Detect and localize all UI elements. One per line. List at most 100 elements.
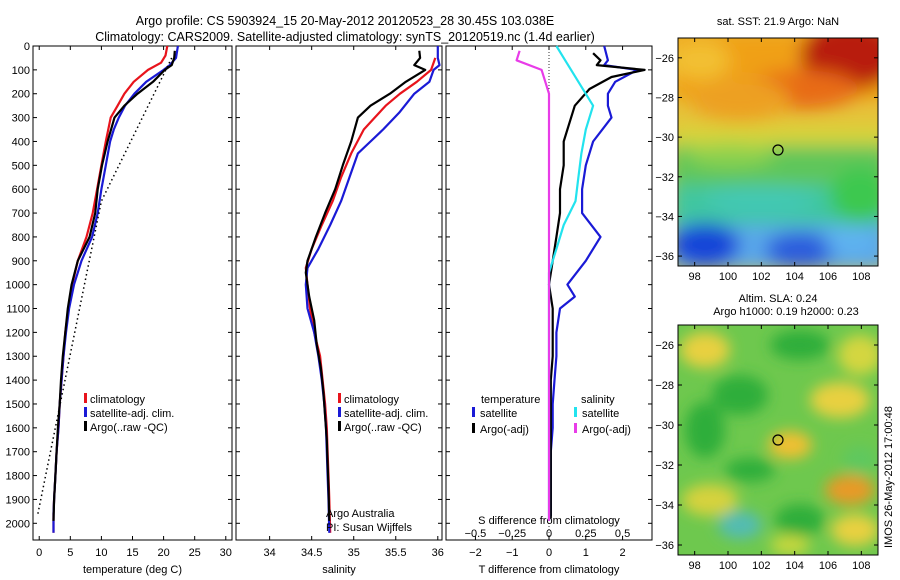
temp-legend-label: satellite-adj. clim. [90,408,174,420]
sst-map-panel: sat. SST: 21.9 Argo: NaN [677,16,879,267]
legend-group-salinity: salinity [581,394,615,406]
sal-series-2 [304,50,427,521]
sla-map-subtitle: Argo h1000: 0.19 h2000: 0.23 [713,306,859,318]
diff-legend-swatch [574,407,577,417]
temperature-profile-panel: 0100200300400500600700800900100011001200… [6,41,233,576]
timestamp-stamp: IMOS 26-May-2012 17:00:48 [883,406,895,548]
sal-x-axis-label: salinity [322,564,356,576]
diff-legend-label: Argo(-adj) [582,424,631,436]
map-y-tick-label: −32 [655,460,674,472]
sla-map-title: Altim. SLA: 0.24 [739,293,818,305]
temp-x-tick-label: 0 [36,547,42,559]
temp-legend-label: Argo(..raw -QC) [90,422,168,434]
diff-x-tick-label: 0 [546,547,552,559]
temp-series-2 [52,50,176,521]
map-x-tick-label: 106 [819,271,837,283]
y-tick-label: 500 [12,160,30,172]
sal-x-tick-label: 36 [432,547,444,559]
diff-legend-label: satellite [582,408,619,420]
diff-series-0 [549,45,639,517]
map-x-tick-label: 100 [719,560,737,572]
header-line-2: Climatology: CARS2009. Satellite-adjuste… [95,30,595,44]
temp-series-1 [52,45,179,533]
map-y-tick-label: −26 [655,53,674,65]
x2-axis-label: S difference from climatology [478,515,620,527]
sal-x-tick-label: 35.5 [385,547,406,559]
sal-legend-label: Argo(..raw -QC) [344,422,422,434]
map-y-tick-label: −26 [655,340,674,352]
y-tick-label: 600 [12,184,30,196]
header-line-1: Argo profile: CS 5903924_15 20-May-2012 … [136,14,554,28]
legend-group-temperature: temperature [481,394,540,406]
diff-x-tick-label: 2 [620,547,626,559]
x2-tick-label: −0.25 [498,528,526,540]
diff-legend-label: Argo(-adj) [480,424,529,436]
map-x-tick-label: 104 [785,271,803,283]
temp-series-3 [36,57,173,517]
y-tick-label: 300 [12,113,30,125]
footer-pi: PI: Susan Wijffels [326,522,412,534]
temp-legend-swatch [84,407,87,417]
map-x-tick-label: 102 [752,271,770,283]
temp-x-tick-label: 20 [157,547,169,559]
y-tick-label: 1800 [6,471,30,483]
sla-heatmap-field [678,325,878,555]
map-x-tick-label: 106 [819,560,837,572]
sst-map-axes: 98 100 102 104 106 108 −26 −28 −30 −32 −34 −36 [655,38,878,283]
y-tick-label: 1900 [6,494,30,506]
sal-x-tick-label: 34 [264,547,276,559]
x2-tick-label: 0.5 [615,528,630,540]
y-tick-label: 1300 [6,351,30,363]
map-x-tick-label: 98 [689,560,701,572]
x2-tick-label: 0 [546,528,552,540]
sal-x-tick-label: 35 [348,547,360,559]
sst-argo-location-marker [772,144,784,156]
salinity-profile-panel: 34 34.5 35 35.5 36 salinity climatology satelli… [235,45,444,576]
sal-legend-swatch [338,407,341,417]
diff-legend-swatch [472,407,475,417]
y-tick-label: 2000 [6,518,30,530]
diff-x-tick-label: −1 [506,547,519,559]
sla-map-axes: 98 100 102 104 106 108 −26 −28 −30 −32 −34 −36 [655,325,878,572]
map-x-tick-label: 108 [852,560,870,572]
y-tick-label: 1400 [6,375,30,387]
sal-legend-swatch [338,421,341,431]
y-tick-label: 400 [12,136,30,148]
map-y-tick-label: −28 [655,380,674,392]
map-y-tick-label: −30 [655,420,674,432]
temp-x-axis-label: temperature (deg C) [83,564,182,576]
diff-x-axis-label: T difference from climatology [479,564,620,576]
y-tick-label: 1000 [6,280,30,292]
y-tick-label: 100 [12,65,30,77]
temp-axes-frame [32,45,233,541]
footer-org: Argo Australia [326,508,395,520]
x2-tick-label: −0.5 [465,528,487,540]
temp-x-tick-label: 5 [67,547,73,559]
sal-x-tick-label: 34.5 [301,547,322,559]
sst-map-title: sat. SST: 21.9 Argo: NaN [717,16,839,28]
map-x-tick-label: 98 [689,271,701,283]
y-tick-label: 900 [12,256,30,268]
map-y-tick-label: −34 [655,211,674,223]
sal-axes-frame [235,45,443,541]
y-tick-label: 1500 [6,399,30,411]
map-y-tick-label: −30 [655,132,674,144]
diff-x-tick-label: −2 [469,547,482,559]
diff-legend-swatch [472,423,475,433]
map-y-tick-label: −28 [655,92,674,104]
map-x-tick-label: 104 [785,560,803,572]
sal-series-0 [304,57,437,533]
sal-legend-label: climatology [344,394,400,406]
y-tick-label: 700 [12,208,30,220]
temp-legend-label: climatology [90,394,146,406]
map-y-tick-label: −32 [655,172,674,184]
map-y-tick-label: −36 [655,540,674,552]
temp-legend-swatch [84,393,87,403]
temp-x-tick-label: 25 [189,547,201,559]
temp-x-tick-label: 10 [95,547,107,559]
map-x-tick-label: 102 [752,560,770,572]
y-tick-label: 1600 [6,423,30,435]
temp-x-tick-label: 30 [220,547,232,559]
map-y-tick-label: −36 [655,251,674,263]
